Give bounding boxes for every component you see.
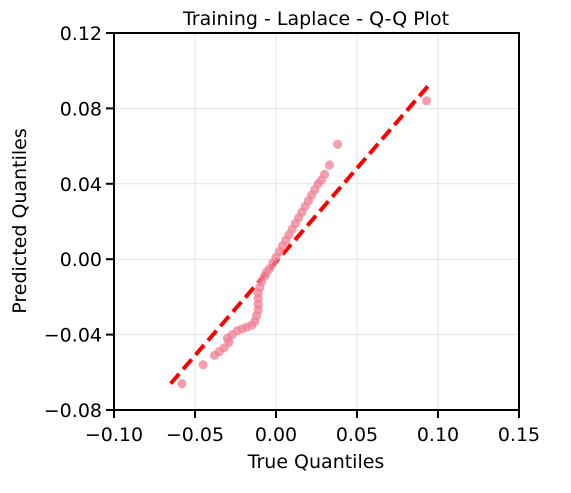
x-ticks: −0.10 −0.05 0.00 0.05 0.10 0.15	[85, 410, 540, 446]
plot-frame	[113, 32, 520, 411]
data-point	[332, 139, 343, 149]
grid	[113, 32, 520, 411]
x-tick-label: 0.00	[255, 424, 297, 446]
data-point	[324, 160, 335, 170]
x-tick-label: −0.10	[85, 424, 143, 446]
data-point	[177, 379, 187, 389]
data-points	[177, 96, 432, 389]
y-tick-label: 0.12	[60, 23, 102, 45]
x-tick-label: 0.10	[417, 424, 459, 446]
y-tick-label: 0.08	[60, 98, 102, 120]
y-tick-label: −0.08	[44, 400, 102, 422]
reference-line-group	[169, 82, 432, 385]
y-axis-label: Predicted Quantiles	[9, 128, 31, 314]
x-tick-label: −0.05	[166, 424, 224, 446]
data-point	[422, 96, 432, 106]
x-tick-label: 0.15	[498, 424, 540, 446]
x-tick-label: 0.05	[336, 424, 378, 446]
x-axis-label: True Quantiles	[247, 451, 385, 473]
y-ticks: −0.08 −0.04 0.00 0.04 0.08 0.12	[44, 23, 114, 422]
data-point	[198, 360, 208, 370]
y-tick-label: 0.00	[60, 249, 102, 271]
y-tick-label: 0.04	[60, 174, 102, 196]
chart-title: Training - Laplace - Q-Q Plot	[182, 8, 449, 30]
y-tick-label: −0.04	[44, 325, 102, 347]
reference-line	[169, 82, 432, 385]
data-point	[320, 169, 330, 179]
